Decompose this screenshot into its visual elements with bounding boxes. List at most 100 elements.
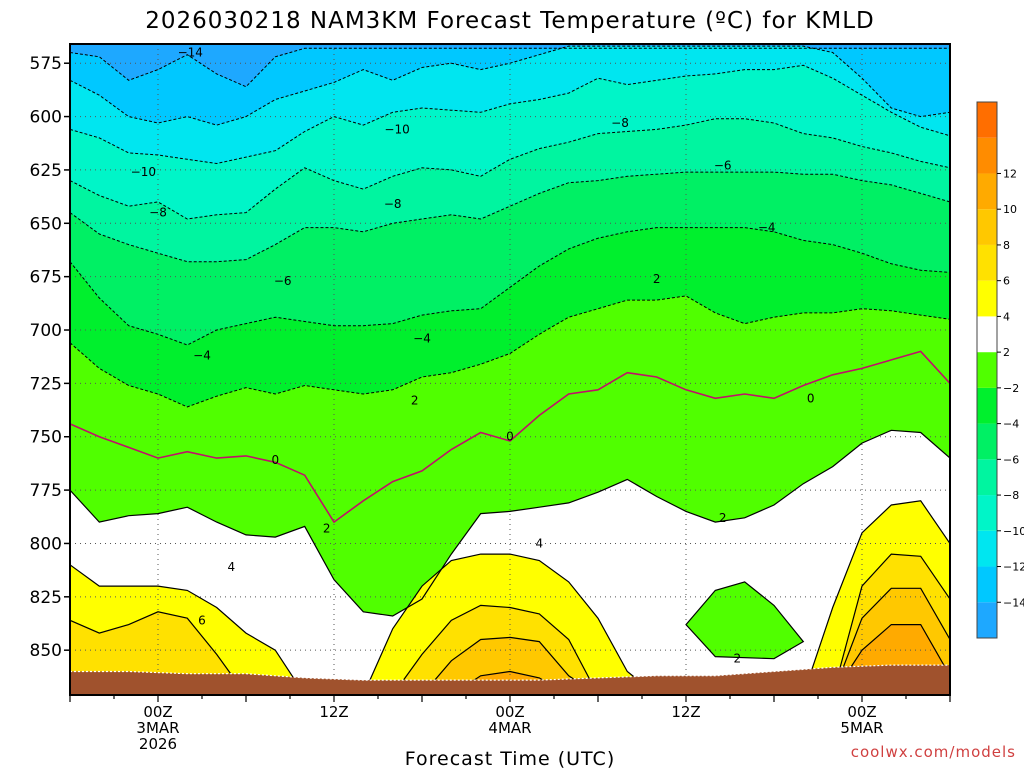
isotherm-label: 2	[734, 652, 742, 666]
isotherm--6	[70, 171, 950, 263]
colorbar-label-10: 10	[1003, 203, 1017, 216]
y-axis: 575 600 625 650 675 700 725 750 775 800 825 850	[30, 54, 70, 661]
isotherm-label: −8	[384, 197, 402, 211]
colorbar-bin	[977, 316, 997, 353]
plot-area: −14 −10 −10 −8 −8 −8 −6 −6 −4 −4 −4 2 2 2 2 2 0 0 0 4 4 6	[70, 44, 950, 695]
colorbar-label--14: −14	[1003, 596, 1024, 609]
x-tick-label: 4MAR	[488, 719, 531, 737]
x-tick-label: 00Z	[847, 703, 876, 721]
y-tick-label-825: 825	[30, 588, 62, 608]
y-tick-label-700: 700	[30, 321, 62, 341]
isotherm-label: 2	[719, 511, 727, 525]
isotherm-label: 2	[411, 393, 419, 407]
isotherm-label: 4	[536, 536, 544, 550]
colorbar-label--4: −4	[1003, 418, 1019, 431]
x-tick-label: 12Z	[319, 703, 348, 721]
isotherm-label: 2	[653, 272, 661, 286]
isotherm-label: 6	[198, 613, 206, 627]
isotherm-0	[70, 350, 950, 524]
colorbar-label--2: −2	[1003, 382, 1019, 395]
isotherm-6	[70, 553, 950, 695]
colorbar-bin	[977, 495, 997, 531]
isotherm-label: 4	[228, 560, 236, 574]
colorbar-label-2: 2	[1003, 346, 1010, 359]
colorbar-label--8: −8	[1003, 489, 1019, 502]
y-tick-label-600: 600	[30, 108, 62, 128]
isotherm--10	[70, 64, 950, 165]
terrain-fill	[70, 664, 950, 695]
colorbar-bin	[977, 173, 997, 210]
isotherm-labels: −14 −10 −10 −8 −8 −8 −6 −6 −4 −4 −4 2 2 2 2 2 0 0 0 4 4 6	[131, 46, 815, 666]
x-tick-label: 00Z	[495, 703, 524, 721]
isotherm--2	[70, 295, 950, 408]
y-tick-label-725: 725	[30, 374, 62, 394]
isotherm-label: −10	[131, 165, 156, 179]
y-tick-label-650: 650	[30, 214, 62, 234]
colorbar-bin	[977, 137, 997, 174]
colorbar-label-6: 6	[1003, 275, 1010, 288]
colorbar-bin	[977, 209, 997, 245]
isotherm-label: −8	[611, 116, 629, 130]
isotherm-label: −6	[714, 159, 732, 173]
x-tick-label: 00Z	[143, 703, 172, 721]
colorbar-label--10: −10	[1003, 525, 1024, 538]
isotherm-label: −4	[193, 349, 211, 363]
colorbar-label-4: 4	[1003, 310, 1010, 323]
isotherm-label: −8	[149, 206, 167, 220]
y-tick-label-850: 850	[30, 641, 62, 661]
colorbar-label--6: −6	[1003, 453, 1019, 466]
isotherm-label: 0	[506, 430, 514, 444]
colorbar-bin	[977, 530, 997, 567]
colorbar-bin	[977, 423, 997, 460]
colorbar-bin	[977, 102, 997, 138]
colorbar: −14 −12 −10 −8 −6 −4 −2 2 4 6 8 10 12	[976, 101, 1024, 639]
colorbar-bin	[977, 566, 997, 603]
y-tick-label-775: 775	[30, 481, 62, 501]
band-pocket-below-2	[686, 581, 804, 659]
y-tick-label-750: 750	[30, 428, 62, 448]
colorbar-label-12: 12	[1003, 167, 1017, 180]
isotherm-label: −4	[758, 221, 776, 235]
terrain-edge	[70, 664, 950, 681]
x-tick-label: 12Z	[671, 703, 700, 721]
colorbar-bin	[977, 244, 997, 281]
isotherm-label: 0	[807, 391, 815, 405]
x-tick-label: 5MAR	[840, 719, 883, 737]
isotherm-label: −10	[384, 122, 409, 136]
colorbar-bin	[977, 459, 997, 496]
colorbar-bin	[977, 352, 997, 388]
x-tick-label: 3MAR	[136, 719, 179, 737]
y-tick-label-800: 800	[30, 534, 62, 554]
isotherm-2-pocket	[685, 581, 805, 660]
chart-title: 2026030218 NAM3KM Forecast Temperature (…	[145, 8, 874, 34]
isotherm-lines	[70, 45, 950, 695]
isotherm--8	[70, 118, 950, 220]
colorbar-frame	[976, 101, 998, 639]
isotherm-2	[70, 429, 950, 617]
colorbar-bin	[977, 387, 997, 424]
isotherm--14	[70, 47, 950, 88]
colorbar-label--12: −12	[1003, 561, 1024, 574]
isotherm-10	[70, 624, 950, 695]
isotherm-4	[70, 500, 950, 695]
terrain	[70, 665, 950, 695]
isotherm--4	[70, 227, 950, 346]
isotherm--12	[70, 45, 950, 126]
colorbar-label-8: 8	[1003, 239, 1010, 252]
x-tick-label: 2026	[139, 735, 177, 753]
isotherm-8	[70, 587, 950, 695]
credit-text: coolwx.com/models	[851, 743, 1016, 761]
x-axis-label: Forecast Time (UTC)	[405, 748, 615, 768]
band-above-8	[70, 588, 950, 695]
y-tick-label-625: 625	[30, 161, 62, 181]
isotherm-label: −14	[178, 46, 203, 60]
isotherm-label: −6	[274, 274, 292, 288]
colorbar-bin	[977, 280, 997, 317]
isotherm-label: −4	[413, 332, 431, 346]
colorbar-bin	[977, 602, 997, 638]
isotherm-label: 2	[323, 522, 331, 536]
isotherm-label: 0	[272, 453, 280, 467]
band-above-4	[70, 500, 950, 695]
